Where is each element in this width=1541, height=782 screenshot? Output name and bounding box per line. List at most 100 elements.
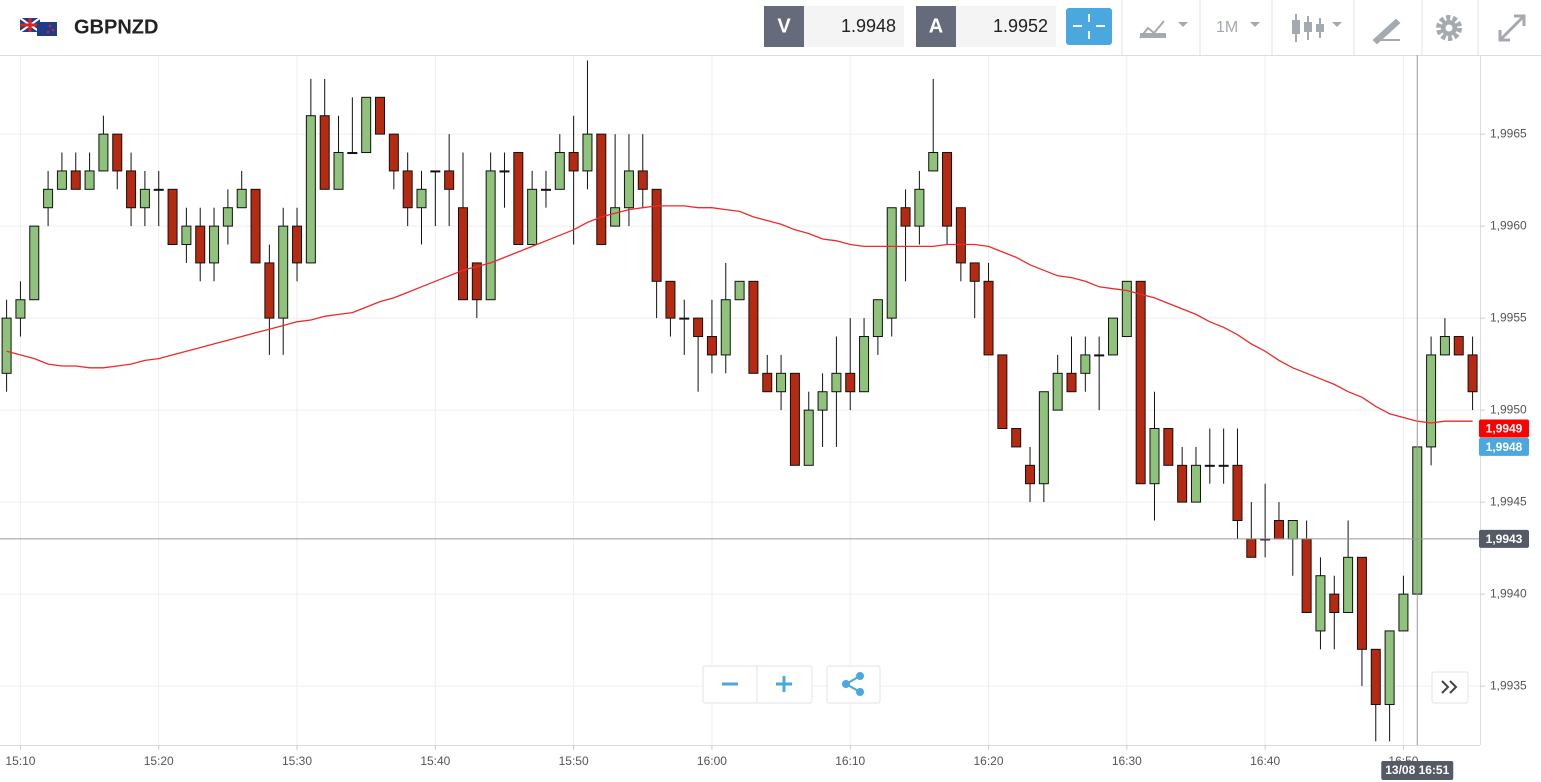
candle-body [706, 336, 717, 356]
candle-body [776, 372, 787, 393]
candle-body [720, 299, 731, 356]
candle-body [1149, 428, 1160, 485]
candle-body [582, 133, 593, 172]
candle-body [375, 96, 386, 135]
candle-body [1356, 556, 1367, 650]
candle-body [527, 188, 538, 246]
candle-body [1370, 648, 1381, 706]
y-tick-label: 1,9950 [1490, 402, 1527, 416]
settings-button[interactable] [1436, 15, 1462, 41]
candle-body [112, 133, 123, 172]
price-tag [1479, 419, 1529, 438]
candle-body [388, 133, 399, 172]
candle-body [1163, 428, 1174, 466]
candle-body [1204, 464, 1215, 467]
price-tag-label: 1,9949 [1486, 422, 1523, 436]
flag-icon [19, 17, 57, 36]
candle-body [831, 372, 842, 393]
bid-button[interactable] [764, 6, 804, 47]
candle-body [997, 354, 1008, 430]
candle-body [1218, 464, 1229, 467]
candle-body [859, 336, 870, 393]
candle-body [305, 115, 316, 264]
candle-body [1467, 354, 1478, 393]
crosshair-time-label: 13/08 16:51 [1385, 763, 1449, 777]
candle-body [942, 152, 953, 227]
candle-body [84, 170, 95, 190]
candle-body [1025, 464, 1036, 485]
x-tick-label: 16:40 [1250, 754, 1280, 768]
bid-box [804, 6, 904, 47]
candle-body [139, 188, 150, 209]
candle-body [1, 317, 12, 374]
price-tag-label: 1,9943 [1486, 532, 1523, 546]
fullscreen-button[interactable] [1498, 14, 1526, 42]
candle-body [955, 207, 966, 264]
candle-body [1329, 593, 1340, 614]
candle-body [1384, 630, 1395, 706]
candle-body [1398, 593, 1409, 632]
symbol: GBPNZD [74, 16, 158, 38]
candle-body [361, 96, 372, 154]
candle-body [1273, 520, 1284, 540]
price-tag [1479, 437, 1529, 456]
candle-body [610, 207, 621, 227]
candle-body [209, 225, 220, 264]
candle-body [886, 207, 897, 319]
timeframe[interactable]: 1M [1216, 19, 1238, 36]
x-tick-label: 16:30 [1112, 754, 1142, 768]
x-tick-label: 15:10 [5, 754, 35, 768]
candle-body [1301, 538, 1312, 614]
candle-body [817, 391, 828, 411]
price-tag [1479, 529, 1529, 548]
candle-body [292, 225, 303, 264]
candle-body [513, 152, 524, 246]
candle-body [665, 280, 676, 319]
candle-body [554, 152, 565, 190]
candle-body [444, 170, 455, 190]
candle-body [1343, 556, 1354, 614]
candle-body [1232, 464, 1243, 522]
chart-type-button[interactable] [1139, 20, 1188, 39]
candle-body [1315, 575, 1326, 632]
draw-tool-button[interactable] [1372, 18, 1401, 45]
candle-body [457, 207, 468, 301]
candle-body [126, 170, 137, 209]
ask-price: 1.9952 [993, 16, 1048, 36]
candle-body [1177, 464, 1188, 503]
candle-body [762, 372, 773, 393]
candle-body [15, 299, 26, 319]
candle-body [803, 409, 814, 466]
candle-body [540, 188, 551, 191]
candle-body [1108, 317, 1118, 356]
candle-body [167, 188, 178, 246]
y-tick-label: 1,9940 [1490, 586, 1527, 600]
candle-body [1121, 280, 1132, 338]
candle-body [333, 152, 344, 190]
ask-button[interactable] [916, 6, 956, 47]
candle-body [56, 170, 67, 190]
candle-body [195, 225, 206, 264]
x-tick-label: 16:20 [974, 754, 1004, 768]
crosshair-button[interactable] [1066, 8, 1112, 45]
bid-price: 1.9948 [841, 16, 896, 36]
share-button[interactable] [826, 665, 881, 704]
candle-body [693, 317, 704, 338]
zoom-in[interactable] [776, 676, 792, 692]
candle-style-button[interactable] [1292, 14, 1342, 42]
candle-body [402, 170, 413, 209]
scroll-right-button[interactable] [1431, 671, 1469, 704]
candle-body [1190, 464, 1201, 503]
candle-body [250, 188, 261, 264]
candle-body [471, 262, 482, 301]
candle-body [983, 280, 994, 356]
toolbar-separators [1121, 0, 1479, 55]
y-tick-label: 1,9960 [1490, 218, 1527, 232]
candle-body [1038, 391, 1049, 485]
x-tick-label: 15:30 [282, 754, 312, 768]
crosshair-time-box [1381, 761, 1454, 780]
candle-body [70, 170, 81, 190]
candle-body [900, 207, 911, 227]
candle-body [568, 152, 579, 172]
